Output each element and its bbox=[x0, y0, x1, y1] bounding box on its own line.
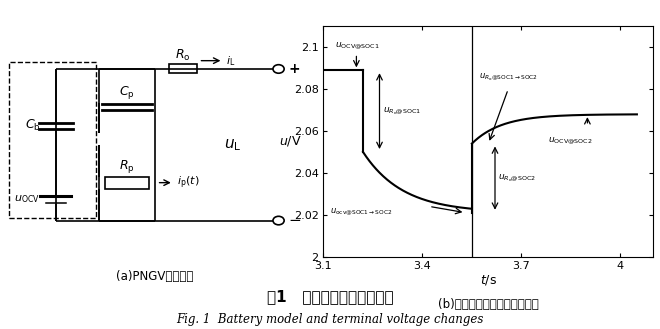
X-axis label: $t$/s: $t$/s bbox=[480, 273, 497, 287]
Circle shape bbox=[273, 65, 284, 73]
Text: $u_{R_{\mathrm{o}}@\mathrm{SOC1}\rightarrow\mathrm{SOC2}}$: $u_{R_{\mathrm{o}}@\mathrm{SOC1}\rightar… bbox=[478, 72, 537, 83]
Text: $u_{\mathrm{OCV@SOC2}}$: $u_{\mathrm{OCV@SOC2}}$ bbox=[548, 135, 592, 146]
Text: (b)电池放电过程中端电压变化: (b)电池放电过程中端电压变化 bbox=[438, 298, 539, 311]
Text: $u_{\mathrm{L}}$: $u_{\mathrm{L}}$ bbox=[224, 137, 242, 153]
Text: Fig. 1  Battery model and terminal voltage changes: Fig. 1 Battery model and terminal voltag… bbox=[176, 313, 484, 326]
Bar bbox=[169, 64, 197, 73]
Text: 图1   电池模型及端电压变化: 图1 电池模型及端电压变化 bbox=[267, 290, 393, 305]
Bar bbox=[9, 62, 96, 218]
Text: $i_{\mathrm{p}}(t)$: $i_{\mathrm{p}}(t)$ bbox=[177, 174, 199, 191]
Text: $R_{\mathrm{o}}$: $R_{\mathrm{o}}$ bbox=[176, 48, 191, 63]
Text: $u_{R_{\mathrm{o}}@\mathrm{SOC2}}$: $u_{R_{\mathrm{o}}@\mathrm{SOC2}}$ bbox=[498, 172, 537, 184]
Text: $R_{\mathrm{p}}$: $R_{\mathrm{p}}$ bbox=[119, 158, 135, 175]
Text: $u_{\mathrm{ocv@SOC1}\rightarrow\mathrm{SOC2}}$: $u_{\mathrm{ocv@SOC1}\rightarrow\mathrm{… bbox=[330, 206, 393, 217]
Text: $i_{\mathrm{L}}$: $i_{\mathrm{L}}$ bbox=[226, 54, 236, 67]
Text: $C_{\mathrm{b}}$: $C_{\mathrm{b}}$ bbox=[24, 118, 40, 133]
Text: +: + bbox=[288, 62, 300, 76]
Text: $u_{R_{\mathrm{o}}@\mathrm{SOC1}}$: $u_{R_{\mathrm{o}}@\mathrm{SOC1}}$ bbox=[383, 106, 421, 117]
Circle shape bbox=[273, 216, 284, 225]
Text: (a)PNGV电池模型: (a)PNGV电池模型 bbox=[116, 270, 194, 283]
Text: −: − bbox=[288, 213, 301, 228]
Text: $u_{\mathrm{OCV@SOC1}}$: $u_{\mathrm{OCV@SOC1}}$ bbox=[335, 41, 380, 51]
Text: $u_{\mathrm{OCV}}$: $u_{\mathrm{OCV}}$ bbox=[15, 193, 40, 205]
Bar bbox=[106, 177, 149, 189]
Text: $C_{\mathrm{p}}$: $C_{\mathrm{p}}$ bbox=[119, 84, 135, 101]
Text: $u$/V: $u$/V bbox=[279, 135, 302, 148]
